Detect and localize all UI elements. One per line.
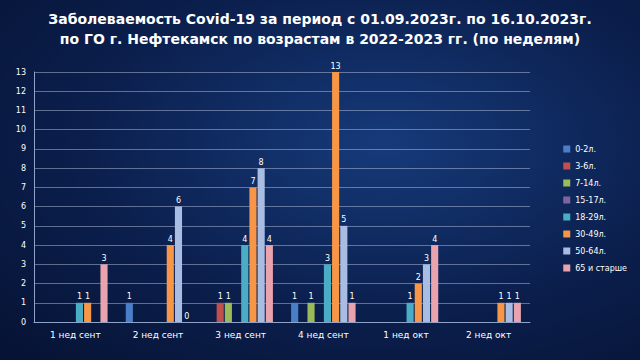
svg-text:1: 1 — [77, 292, 82, 301]
svg-text:65 и старше: 65 и старше — [575, 264, 627, 273]
svg-text:6: 6 — [176, 196, 181, 205]
svg-text:11: 11 — [16, 106, 26, 115]
svg-text:1: 1 — [226, 292, 231, 301]
svg-text:18-29л.: 18-29л. — [575, 213, 606, 222]
svg-text:5: 5 — [341, 215, 346, 224]
svg-text:1: 1 — [498, 292, 503, 301]
svg-text:2 нед окт: 2 нед окт — [466, 330, 511, 340]
svg-text:0: 0 — [21, 318, 26, 327]
svg-text:1: 1 — [127, 292, 132, 301]
svg-text:3: 3 — [21, 260, 26, 269]
svg-text:1: 1 — [515, 292, 520, 301]
svg-text:3: 3 — [424, 254, 429, 263]
svg-text:12: 12 — [16, 87, 26, 96]
svg-text:3: 3 — [101, 254, 106, 263]
svg-text:Заболеваемость Covid-19 за пер: Заболеваемость Covid-19 за период с 01.0… — [48, 11, 591, 27]
svg-text:13: 13 — [331, 62, 341, 71]
svg-text:7-14л.: 7-14л. — [575, 179, 601, 188]
svg-text:1 нед окт: 1 нед окт — [383, 330, 428, 340]
svg-text:1: 1 — [408, 292, 413, 301]
svg-text:2: 2 — [416, 273, 421, 282]
svg-text:8: 8 — [21, 164, 26, 173]
svg-text:1: 1 — [349, 292, 354, 301]
svg-text:3-6л.: 3-6л. — [575, 162, 596, 171]
svg-text:4: 4 — [168, 235, 173, 244]
svg-text:30-49л.: 30-49л. — [575, 230, 606, 239]
svg-text:1: 1 — [85, 292, 90, 301]
svg-text:7: 7 — [250, 177, 255, 186]
svg-text:2: 2 — [21, 279, 26, 288]
svg-text:1: 1 — [21, 298, 26, 307]
svg-text:9: 9 — [21, 144, 26, 153]
svg-text:10: 10 — [16, 125, 26, 134]
svg-text:1: 1 — [218, 292, 223, 301]
svg-text:4: 4 — [267, 235, 272, 244]
svg-text:1: 1 — [507, 292, 512, 301]
svg-text:3 нед сент: 3 нед сент — [215, 330, 266, 340]
svg-text:4: 4 — [432, 235, 437, 244]
svg-text:4: 4 — [21, 241, 26, 250]
svg-text:по ГО г. Нефтекамск по возраст: по ГО г. Нефтекамск по возрастам в 2022-… — [60, 31, 580, 47]
svg-text:8: 8 — [259, 158, 264, 167]
svg-text:3: 3 — [325, 254, 330, 263]
svg-text:4 нед сент: 4 нед сент — [298, 330, 349, 340]
svg-text:7: 7 — [21, 183, 26, 192]
svg-text:15-17л.: 15-17л. — [575, 196, 606, 205]
svg-text:50-64л.: 50-64л. — [575, 247, 606, 256]
svg-text:2 нед сент: 2 нед сент — [133, 330, 184, 340]
svg-text:13: 13 — [16, 68, 26, 77]
svg-text:5: 5 — [21, 221, 26, 230]
svg-text:0: 0 — [184, 312, 189, 321]
svg-text:6: 6 — [21, 202, 26, 211]
svg-text:1: 1 — [292, 292, 297, 301]
svg-text:1 нед сент: 1 нед сент — [50, 330, 101, 340]
svg-text:0-2л.: 0-2л. — [575, 145, 596, 154]
svg-text:1: 1 — [308, 292, 313, 301]
svg-text:4: 4 — [242, 235, 247, 244]
